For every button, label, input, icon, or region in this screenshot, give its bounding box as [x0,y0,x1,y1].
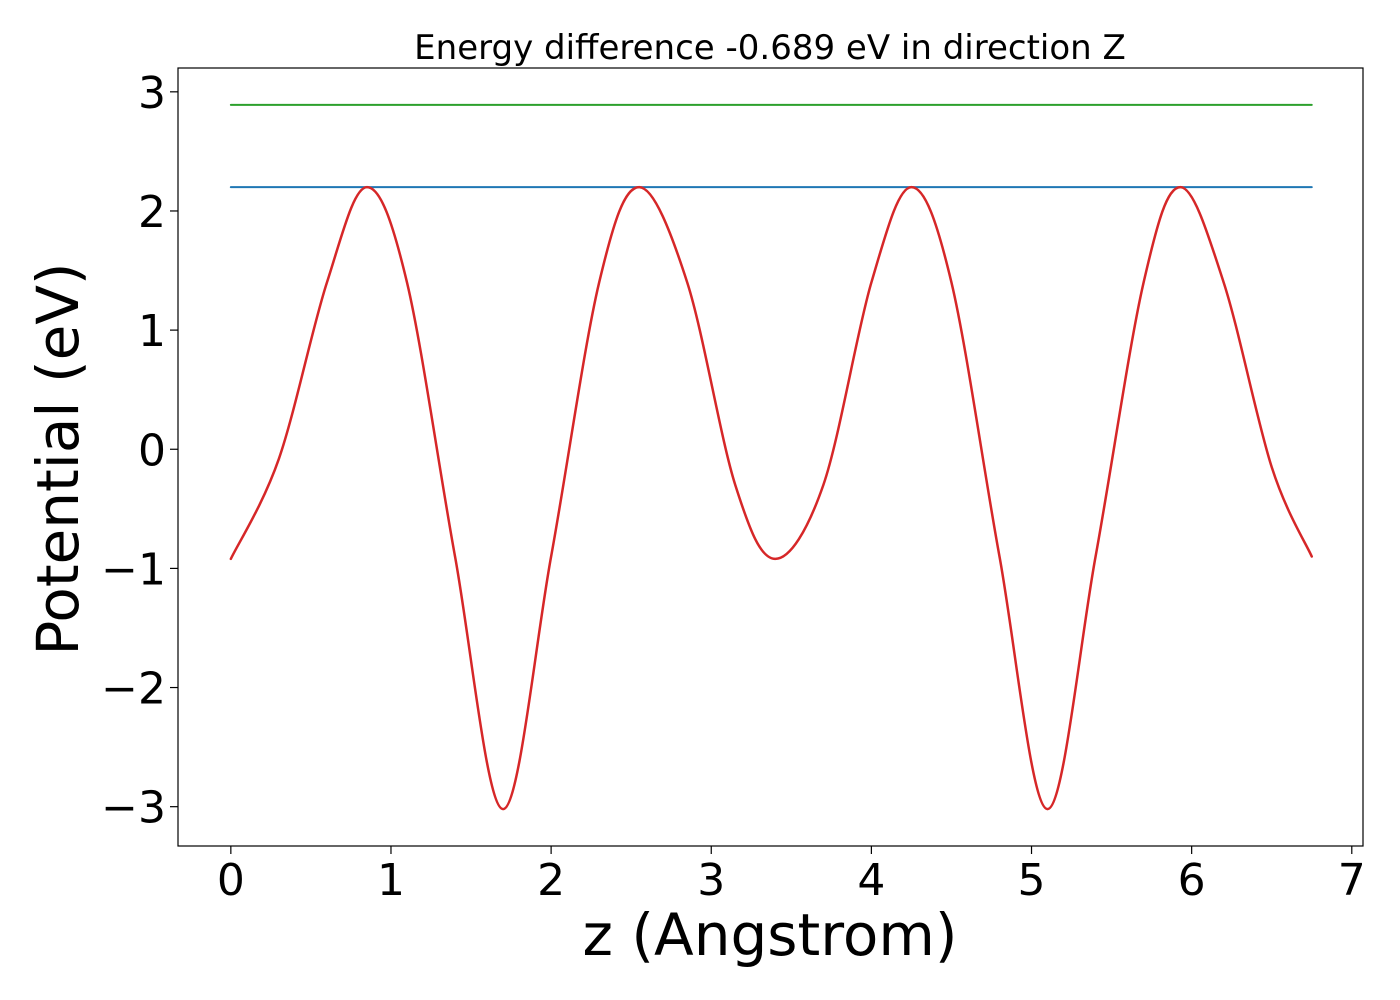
y-tick-label--2: −2 [101,664,166,715]
y-tick-label--3: −3 [101,783,166,834]
chart-title: Energy difference -0.689 eV in direction… [414,28,1126,68]
x-tick-label-4: 4 [857,855,885,906]
x-tick-label-6: 6 [1178,855,1206,906]
x-tick-label-2: 2 [537,855,565,906]
plot-lines [229,103,1314,811]
x-tick-label-3: 3 [697,855,725,906]
y-tick-label-2: 2 [138,187,166,238]
x-tick-label-0: 0 [217,855,245,906]
y-tick-label-0: 0 [138,425,166,476]
y-tick-label-3: 3 [138,68,166,119]
series-line-3 [229,185,1314,811]
x-tick-label-1: 1 [377,855,405,906]
plot-frame [177,67,1364,847]
x-axis-ticks: 0 1 2 3 4 5 6 7 [217,846,1366,906]
x-tick-label-5: 5 [1018,855,1046,906]
y-tick-label--1: −1 [101,544,166,595]
y-axis-ticks: 3 2 1 0 −1 −2 −3 [101,68,178,834]
x-tick-label-7: 7 [1338,855,1366,906]
y-tick-label-1: 1 [138,306,166,357]
x-axis-label: z (Angstrom) [583,901,958,969]
y-axis-label: Potential (eV) [24,262,92,655]
